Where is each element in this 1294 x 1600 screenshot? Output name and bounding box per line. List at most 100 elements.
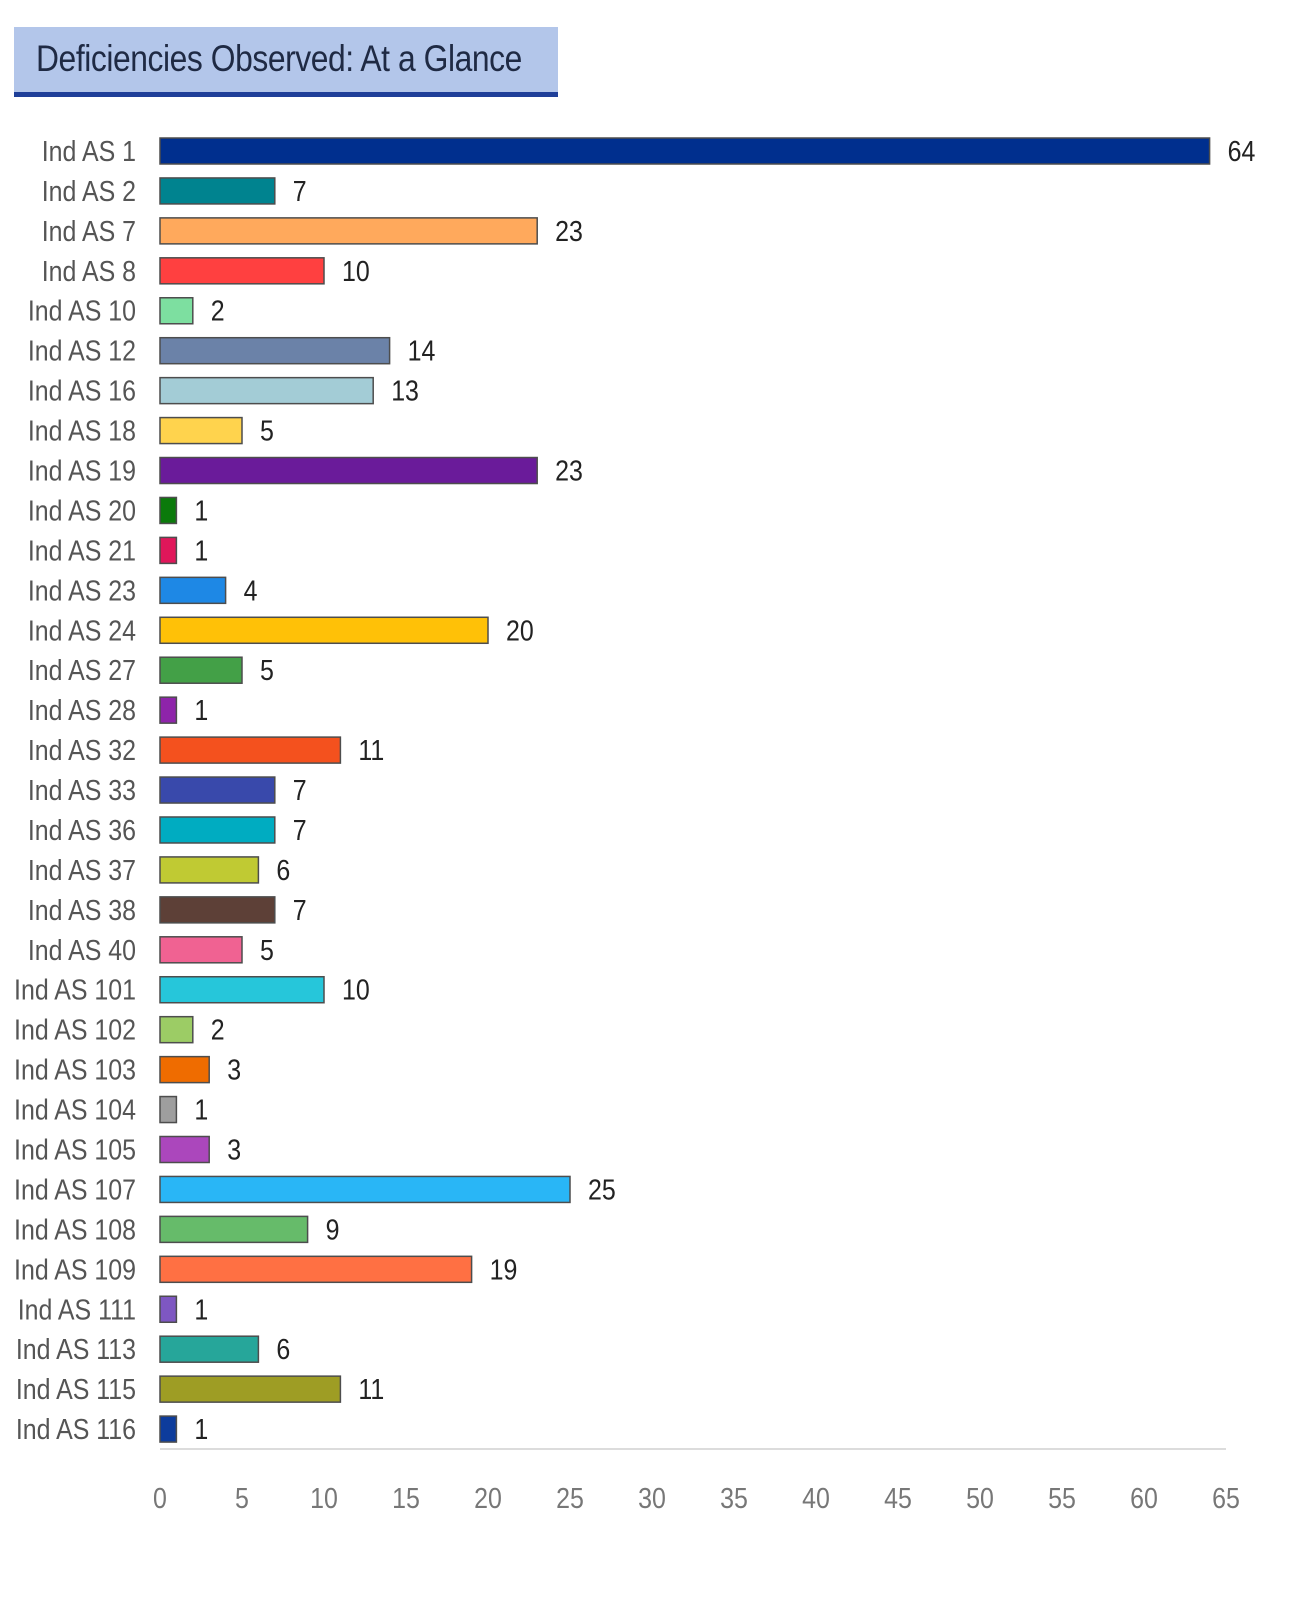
x-tick-label: 30 xyxy=(638,1482,666,1514)
bar xyxy=(159,1135,210,1164)
data-label: 1 xyxy=(194,1094,208,1126)
bar xyxy=(159,856,260,884)
bar xyxy=(159,1095,178,1124)
bar xyxy=(159,736,342,764)
data-label: 19 xyxy=(490,1254,518,1286)
x-tick-label: 25 xyxy=(556,1482,584,1514)
bar xyxy=(159,896,276,924)
x-tick-label: 10 xyxy=(310,1482,338,1514)
data-label: 7 xyxy=(293,894,307,926)
bar xyxy=(159,1175,571,1204)
category-label: Ind AS 103 xyxy=(14,1054,136,1086)
data-label: 1 xyxy=(194,694,208,726)
data-label: 10 xyxy=(342,974,370,1006)
data-label: 10 xyxy=(342,255,370,287)
category-label: Ind AS 19 xyxy=(28,455,136,487)
category-label: Ind AS 16 xyxy=(28,375,136,407)
data-label: 11 xyxy=(358,1373,384,1405)
x-tick-label: 50 xyxy=(966,1482,994,1514)
x-tick-label: 45 xyxy=(884,1482,912,1514)
category-label: Ind AS 32 xyxy=(28,734,136,766)
chart-title: Deficiencies Observed: At a Glance xyxy=(36,38,522,79)
bar xyxy=(159,616,489,645)
category-label: Ind AS 116 xyxy=(16,1413,136,1445)
bar xyxy=(159,536,178,565)
x-tick-label: 60 xyxy=(1130,1482,1158,1514)
category-label: Ind AS 107 xyxy=(14,1174,136,1206)
bar xyxy=(159,1375,342,1403)
data-label: 5 xyxy=(260,934,274,966)
bar xyxy=(159,936,243,964)
data-label: 7 xyxy=(293,814,307,846)
data-label: 2 xyxy=(211,295,225,327)
category-label: Ind AS 104 xyxy=(14,1094,136,1126)
category-label: Ind AS 21 xyxy=(28,535,136,567)
x-tick-label: 20 xyxy=(474,1482,502,1514)
chart-title-banner: Deficiencies Observed: At a Glance xyxy=(14,27,558,97)
data-label: 4 xyxy=(244,575,258,607)
data-label: 1 xyxy=(194,495,208,527)
data-label: 25 xyxy=(588,1174,616,1206)
category-label: Ind AS 37 xyxy=(28,854,136,886)
category-label: Ind AS 7 xyxy=(42,215,136,247)
category-label: Ind AS 102 xyxy=(14,1014,136,1046)
data-label: 64 xyxy=(1228,135,1256,167)
x-tick-label: 40 xyxy=(802,1482,830,1514)
category-label: Ind AS 2 xyxy=(42,175,136,207)
category-label: Ind AS 18 xyxy=(28,415,136,447)
bar xyxy=(159,416,243,445)
category-label: Ind AS 33 xyxy=(28,774,136,806)
data-label: 2 xyxy=(211,1014,225,1046)
category-label: Ind AS 12 xyxy=(28,335,136,367)
x-tick-label: 65 xyxy=(1212,1482,1240,1514)
category-label: Ind AS 1 xyxy=(42,135,136,167)
bar xyxy=(159,776,276,804)
data-label: 20 xyxy=(506,615,534,647)
category-label: Ind AS 10 xyxy=(28,295,136,327)
bar xyxy=(159,257,325,285)
bar xyxy=(159,1255,473,1284)
bar xyxy=(159,1055,210,1084)
bar xyxy=(159,1415,178,1443)
bar xyxy=(159,1295,178,1324)
bar xyxy=(159,696,178,724)
bar xyxy=(159,1335,260,1363)
data-label: 5 xyxy=(260,415,274,447)
category-label: Ind AS 105 xyxy=(14,1134,136,1166)
bar xyxy=(159,816,276,844)
data-label: 14 xyxy=(408,335,436,367)
category-label: Ind AS 101 xyxy=(14,974,136,1006)
data-label: 9 xyxy=(326,1214,340,1246)
bar xyxy=(159,1015,194,1044)
bar xyxy=(159,217,538,245)
data-label: 3 xyxy=(227,1134,241,1166)
category-label: Ind AS 115 xyxy=(16,1373,136,1405)
data-label: 13 xyxy=(391,375,419,407)
data-label: 5 xyxy=(260,654,274,686)
data-label: 1 xyxy=(194,1294,208,1326)
category-label: Ind AS 108 xyxy=(14,1214,136,1246)
category-label: Ind AS 28 xyxy=(28,694,136,726)
x-tick-label: 0 xyxy=(153,1482,167,1514)
x-tick-label: 55 xyxy=(1048,1482,1076,1514)
data-label: 6 xyxy=(276,854,290,886)
data-label: 7 xyxy=(293,175,307,207)
category-label: Ind AS 113 xyxy=(16,1333,136,1365)
bar xyxy=(159,1215,309,1244)
bar xyxy=(159,297,194,325)
bar xyxy=(159,456,538,485)
bar xyxy=(159,975,325,1004)
bar xyxy=(159,137,1211,165)
data-label: 6 xyxy=(276,1333,290,1365)
x-tick-label: 15 xyxy=(392,1482,420,1514)
data-label: 7 xyxy=(293,774,307,806)
x-tick-label: 35 xyxy=(720,1482,748,1514)
bar xyxy=(159,177,276,205)
bar xyxy=(159,336,391,365)
data-label: 11 xyxy=(358,734,384,766)
bar xyxy=(159,496,178,525)
data-label: 3 xyxy=(227,1054,241,1086)
x-tick-label: 5 xyxy=(235,1482,249,1514)
category-label: Ind AS 111 xyxy=(18,1294,136,1326)
